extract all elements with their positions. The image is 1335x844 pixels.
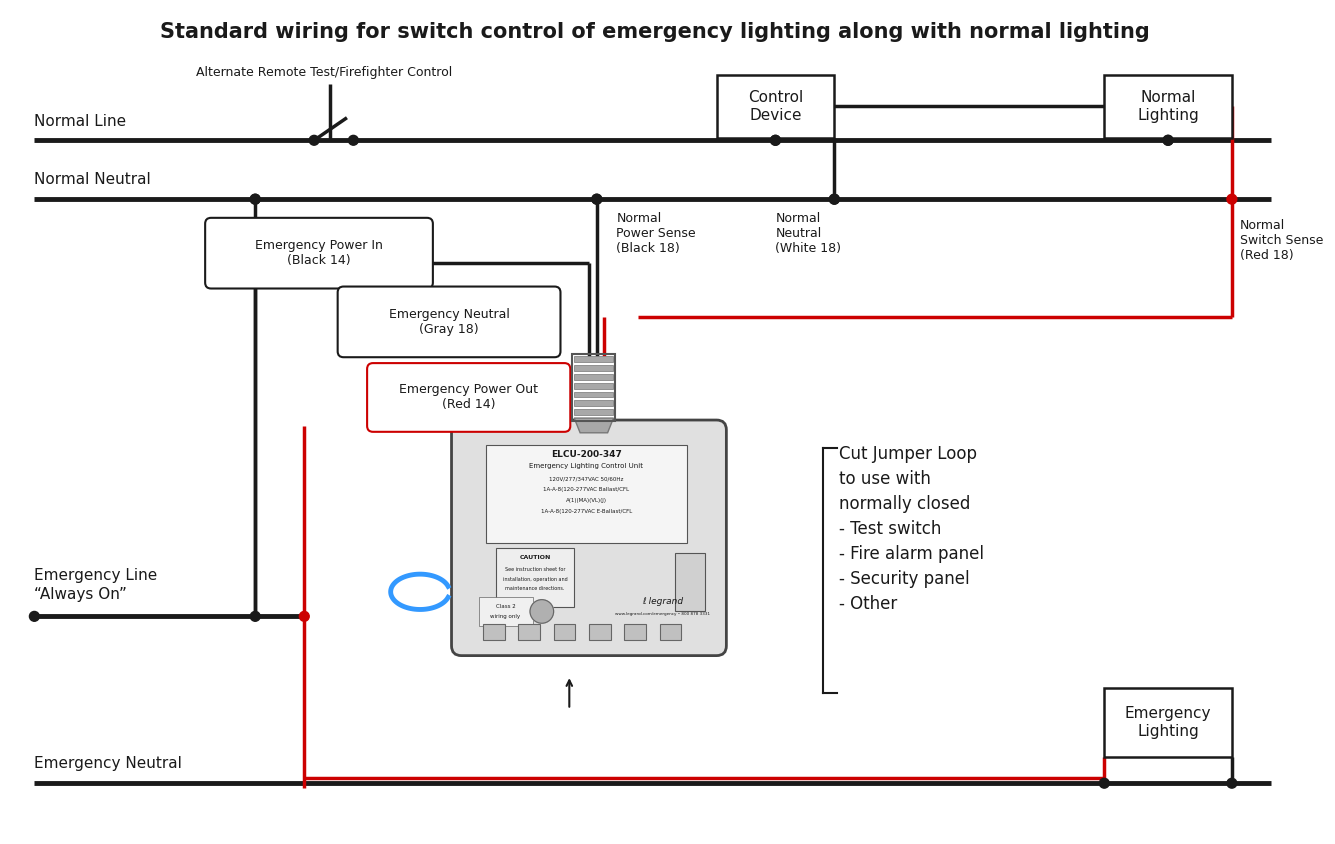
Circle shape [250, 611, 260, 621]
FancyBboxPatch shape [338, 287, 561, 357]
Circle shape [250, 194, 260, 204]
Circle shape [530, 600, 554, 623]
Circle shape [1227, 194, 1236, 204]
Text: Normal Neutral: Normal Neutral [35, 172, 151, 187]
Circle shape [250, 194, 260, 204]
Text: Cut Jumper Loop
to use with
normally closed
- Test switch
- Fire alarm panel
- S: Cut Jumper Loop to use with normally clo… [840, 445, 984, 613]
Text: installation, operation and: installation, operation and [502, 576, 567, 582]
Text: Normal
Switch Sense
(Red 18): Normal Switch Sense (Red 18) [1240, 219, 1323, 262]
Circle shape [1227, 778, 1236, 788]
Text: 120V/277/347VAC 50/60Hz: 120V/277/347VAC 50/60Hz [549, 476, 623, 481]
Circle shape [591, 194, 602, 204]
Text: A(1)(MA)(VL)(J): A(1)(MA)(VL)(J) [566, 498, 607, 503]
Text: Control
Device: Control Device [748, 90, 804, 122]
Bar [495, 548, 574, 607]
Bar [574, 382, 614, 388]
Text: Normal
Lighting: Normal Lighting [1137, 90, 1199, 122]
Circle shape [770, 135, 781, 145]
Circle shape [770, 135, 781, 145]
Bar [574, 356, 614, 362]
Bar [574, 409, 614, 415]
Text: Alternate Remote Test/Firefighter Control: Alternate Remote Test/Firefighter Contro… [196, 67, 453, 79]
Circle shape [310, 135, 319, 145]
Circle shape [29, 611, 39, 621]
Bar [574, 400, 614, 406]
Text: maintenance directions.: maintenance directions. [505, 587, 565, 592]
FancyBboxPatch shape [451, 420, 726, 656]
Text: See instruction sheet for: See instruction sheet for [505, 566, 565, 571]
Bar [676, 553, 705, 611]
Text: Emergency
Lighting: Emergency Lighting [1125, 706, 1211, 738]
Bar [518, 625, 539, 640]
Bar [574, 374, 614, 380]
Text: Emergency Neutral
(Gray 18): Emergency Neutral (Gray 18) [388, 308, 510, 336]
Text: Emergency Neutral: Emergency Neutral [35, 756, 183, 771]
Text: 1A-A-8(120-277VAC Ballast/CFL: 1A-A-8(120-277VAC Ballast/CFL [543, 487, 630, 492]
Bar [1104, 688, 1232, 757]
Bar [479, 597, 533, 626]
Text: Emergency Power Out
(Red 14): Emergency Power Out (Red 14) [399, 383, 538, 412]
Circle shape [348, 135, 358, 145]
Bar [659, 625, 681, 640]
Text: wiring only: wiring only [490, 614, 521, 619]
Text: ℓ legrand: ℓ legrand [642, 597, 684, 606]
Text: 1A-A-8(120-277VAC E-Ballast/CFL: 1A-A-8(120-277VAC E-Ballast/CFL [541, 509, 631, 514]
Text: Emergency Line
“Always On”: Emergency Line “Always On” [35, 568, 158, 602]
Bar [574, 392, 614, 398]
Text: Normal Line: Normal Line [35, 113, 127, 128]
Text: Normal
Neutral
(White 18): Normal Neutral (White 18) [776, 212, 841, 255]
Circle shape [1163, 135, 1173, 145]
Polygon shape [574, 418, 614, 433]
Bar [486, 445, 688, 543]
Bar [717, 74, 834, 138]
Bar [589, 625, 610, 640]
Text: Standard wiring for switch control of emergency lighting along with normal light: Standard wiring for switch control of em… [160, 22, 1149, 42]
Bar [573, 354, 615, 421]
Text: Emergency Lighting Control Unit: Emergency Lighting Control Unit [530, 463, 643, 469]
Circle shape [1099, 778, 1109, 788]
Bar [625, 625, 646, 640]
Bar [554, 625, 575, 640]
Circle shape [299, 611, 310, 621]
Circle shape [829, 194, 840, 204]
Circle shape [591, 194, 602, 204]
Text: ELCU-200-347: ELCU-200-347 [551, 450, 622, 459]
Bar [574, 365, 614, 371]
Text: www.legrand.com/emergency • 800 878 3331: www.legrand.com/emergency • 800 878 3331 [615, 613, 710, 616]
Bar [1104, 74, 1232, 138]
FancyBboxPatch shape [206, 218, 433, 289]
Text: Emergency Power In
(Black 14): Emergency Power In (Black 14) [255, 239, 383, 268]
FancyBboxPatch shape [367, 363, 570, 432]
Circle shape [829, 194, 840, 204]
Bar [483, 625, 505, 640]
Text: CAUTION: CAUTION [519, 555, 550, 560]
Text: Normal
Power Sense
(Black 18): Normal Power Sense (Black 18) [617, 212, 696, 255]
Text: Class 2: Class 2 [495, 604, 515, 609]
Circle shape [1163, 135, 1173, 145]
